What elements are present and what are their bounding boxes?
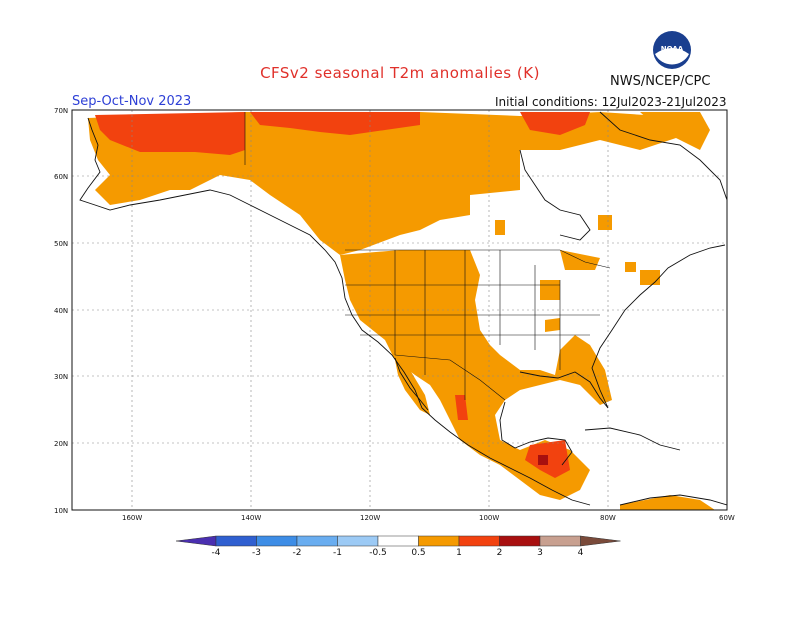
lat-label: 50N: [54, 240, 68, 248]
warm-region-yucatan-dark: [538, 455, 548, 465]
political-borders: [244, 112, 611, 401]
period-label: Sep-Oct-Nov 2023: [72, 94, 192, 109]
colorbar-segment: [377, 535, 419, 547]
warm-region-arctic-strong: [250, 112, 420, 135]
colorbar-label: -1: [333, 548, 342, 558]
graticule: [72, 110, 727, 510]
initial-conditions-label: Initial conditions: 12Jul2023-21Jul2023: [495, 95, 727, 109]
warm-region-arctic-east: [520, 112, 590, 135]
warm-region-alaska-strong: [95, 112, 245, 155]
colorbar-segment: [215, 535, 257, 547]
colorbar-label: -0.5: [369, 548, 387, 558]
colorbar-segment: [175, 535, 217, 547]
chart-title: CFSv2 seasonal T2m anomalies (K): [260, 64, 540, 82]
colorbar-label: -2: [293, 548, 302, 558]
lon-label: 120W: [360, 514, 380, 522]
colorbar-segment: [580, 535, 621, 547]
warm-region-us-west: [340, 250, 612, 500]
warm-region-mexico-strong: [455, 395, 468, 420]
coastlines: [79, 111, 727, 506]
colorbar-segment: [458, 535, 500, 547]
lat-axis-labels: 70N 60N 50N 40N 30N 20N 10N: [54, 107, 68, 515]
colorbar-label: 0.5: [411, 548, 425, 558]
warm-region-greenland: [640, 112, 710, 150]
colorbar-label: 3: [537, 548, 543, 558]
colorbar-segment: [539, 535, 581, 547]
colorbar-label: 2: [497, 548, 503, 558]
colorbar-label: -3: [252, 548, 261, 558]
colorbar-segment: [499, 535, 541, 547]
noaa-logo-icon: NOAA: [653, 31, 691, 69]
colorbar-segment: [418, 535, 460, 547]
logo-text: NOAA: [661, 45, 684, 53]
lon-label: 140W: [241, 514, 261, 522]
lon-label: 60W: [719, 514, 735, 522]
map-frame: [71, 109, 728, 511]
lat-label: 20N: [54, 440, 68, 448]
colorbar-label: 4: [578, 548, 584, 558]
lat-label: 70N: [54, 107, 68, 115]
colorbar: -4 -3 -2 -1 -0.5 0.5 1 2 3 4: [175, 535, 621, 558]
agency-label: NWS/NCEP/CPC: [610, 74, 711, 89]
lon-label: 80W: [600, 514, 616, 522]
warm-region-south-america: [620, 495, 715, 510]
warm-region-canada-patches: [495, 215, 612, 235]
colorbar-label: -4: [212, 548, 221, 558]
anomaly-fill-layer: [88, 112, 715, 510]
lat-label: 10N: [54, 507, 68, 515]
colorbar-segment: [337, 535, 379, 547]
colorbar-segment: [256, 535, 298, 547]
lon-label: 100W: [479, 514, 499, 522]
lat-label: 30N: [54, 373, 68, 381]
colorbar-label: 1: [456, 548, 462, 558]
lat-label: 40N: [54, 307, 68, 315]
colorbar-segment: [296, 535, 338, 547]
lat-label: 60N: [54, 173, 68, 181]
lon-label: 160W: [122, 514, 142, 522]
lon-axis-labels: 160W 140W 120W 100W 80W 60W: [122, 514, 735, 522]
warm-region-northeast: [540, 250, 660, 332]
